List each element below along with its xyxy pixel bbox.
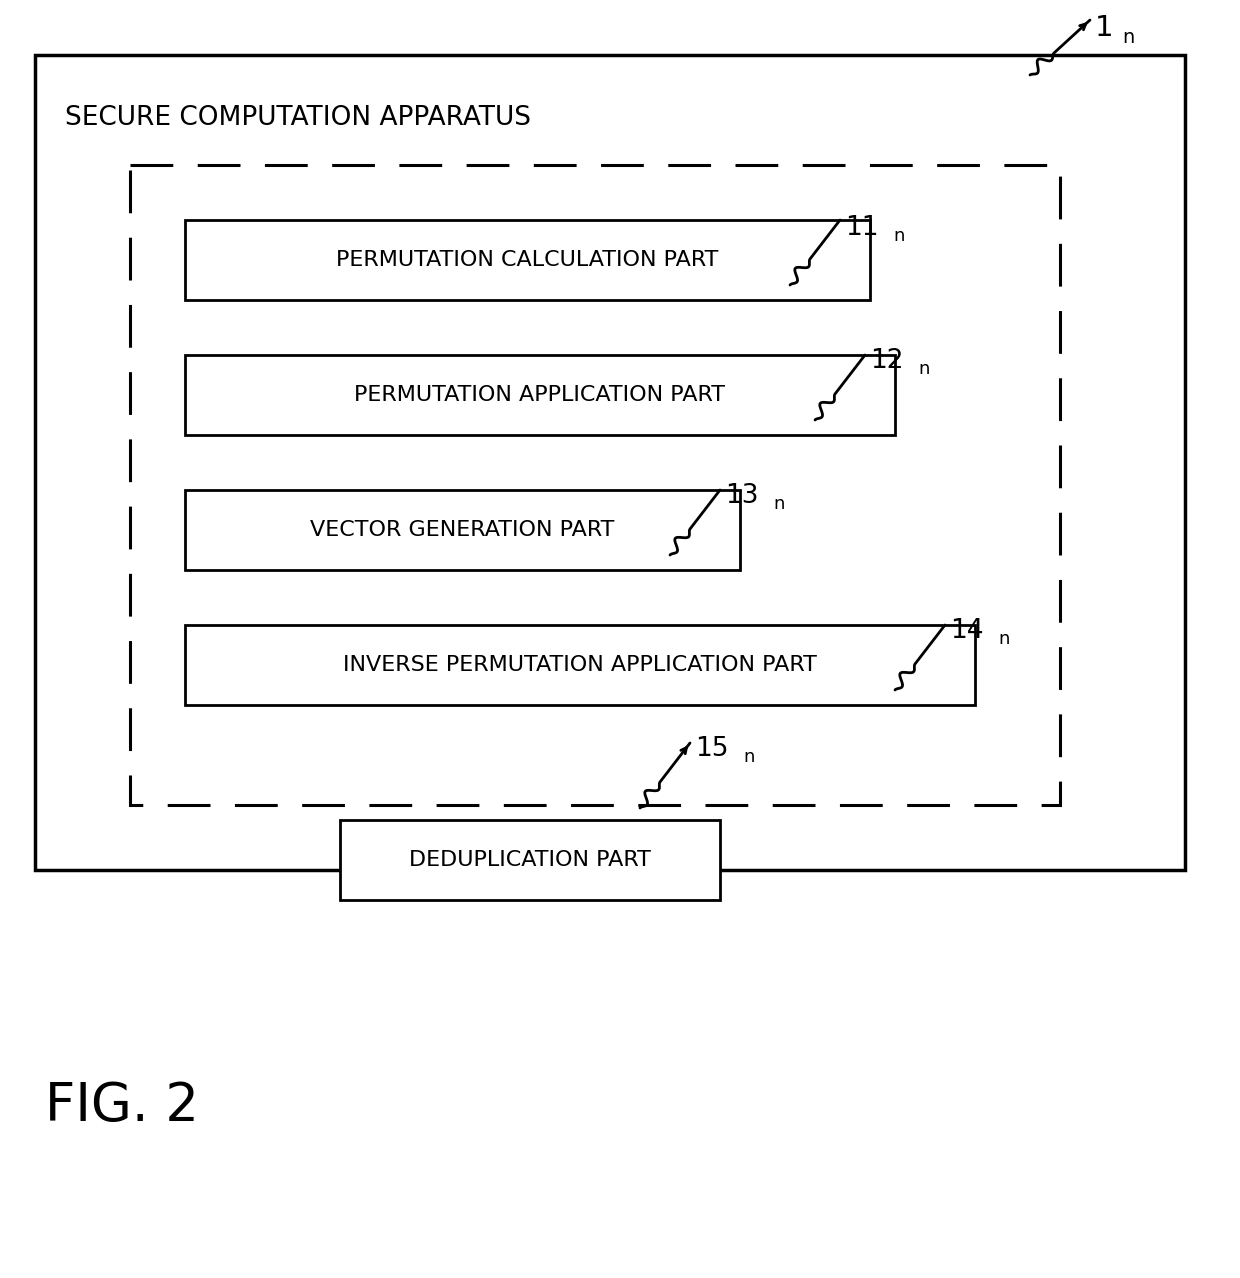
Text: 15: 15	[694, 736, 729, 762]
Text: 11: 11	[844, 215, 878, 242]
Text: n: n	[743, 748, 754, 766]
Text: VECTOR GENERATION PART: VECTOR GENERATION PART	[310, 520, 615, 541]
Text: n: n	[893, 227, 904, 245]
Text: 14: 14	[950, 619, 983, 644]
Text: PERMUTATION CALCULATION PART: PERMUTATION CALCULATION PART	[336, 250, 719, 270]
Text: n: n	[1122, 28, 1135, 47]
Text: INVERSE PERMUTATION APPLICATION PART: INVERSE PERMUTATION APPLICATION PART	[343, 656, 817, 675]
Bar	[185, 220, 870, 300]
Bar	[185, 489, 740, 570]
Text: n: n	[773, 495, 785, 512]
Bar	[185, 355, 895, 435]
Text: PERMUTATION APPLICATION PART: PERMUTATION APPLICATION PART	[355, 385, 725, 405]
Bar	[35, 55, 1185, 870]
Text: 12: 12	[870, 348, 904, 374]
Text: n: n	[918, 360, 929, 378]
Text: SECURE COMPUTATION APPARATUS: SECURE COMPUTATION APPARATUS	[64, 105, 531, 132]
Text: 1: 1	[1095, 14, 1114, 42]
Text: DEDUPLICATION PART: DEDUPLICATION PART	[409, 850, 651, 870]
Text: FIG. 2: FIG. 2	[45, 1080, 198, 1132]
Bar	[130, 165, 1060, 805]
Bar	[340, 820, 720, 900]
Text: 13: 13	[725, 483, 759, 509]
Text: n: n	[998, 630, 1009, 648]
Bar	[185, 625, 975, 705]
